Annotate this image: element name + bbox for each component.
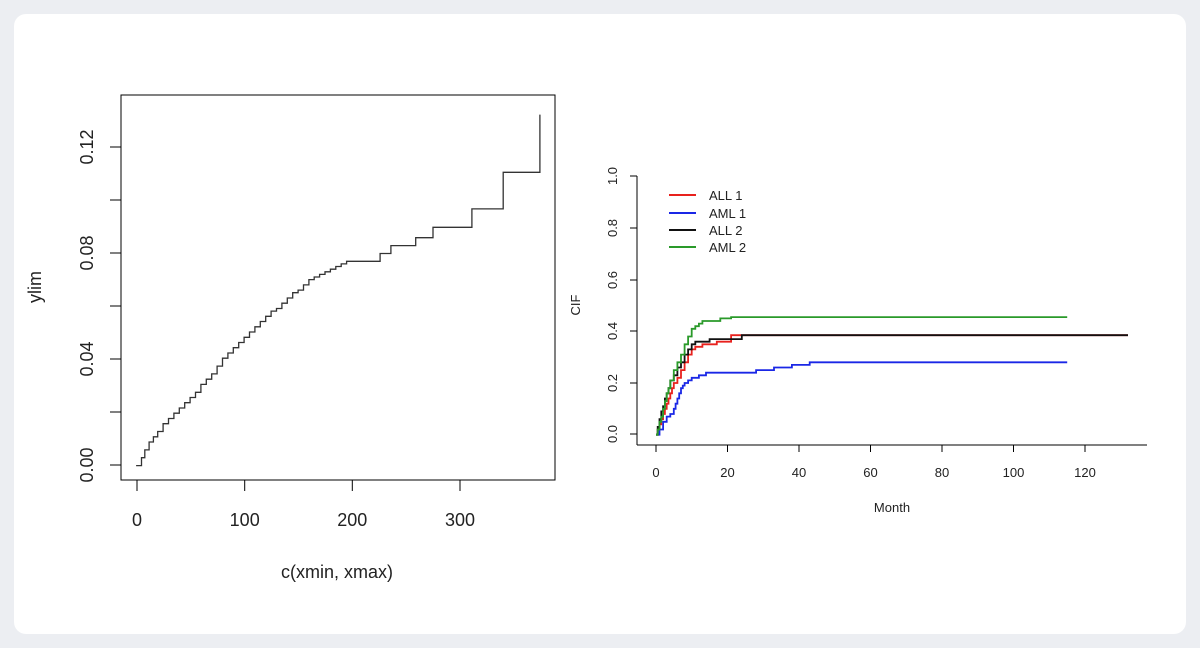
left-x-axis-label: c(xmin, xmax) bbox=[281, 562, 393, 582]
right-x-axis-label: Month bbox=[874, 500, 910, 515]
right-series-line-aml-2 bbox=[656, 316, 1068, 436]
right-plot-series bbox=[656, 316, 1128, 436]
right-y-tick-label: 0.8 bbox=[605, 219, 620, 237]
right-legend: ALL 1 AML 1 ALL 2 AML 2 bbox=[669, 188, 746, 255]
right-y-tick-label: 0.0 bbox=[605, 425, 620, 443]
right-x-tick-label: 100 bbox=[1003, 465, 1025, 480]
legend-label-aml-2: AML 2 bbox=[709, 240, 746, 255]
left-x-tick-label: 300 bbox=[445, 510, 475, 530]
right-y-tick-label: 0.6 bbox=[605, 271, 620, 289]
right-y-tick-label: 0.2 bbox=[605, 374, 620, 392]
right-x-tick-label: 60 bbox=[863, 465, 877, 480]
right-y-tick-label: 1.0 bbox=[605, 167, 620, 185]
left-x-tick-label: 200 bbox=[337, 510, 367, 530]
left-y-tick-label: 0.08 bbox=[77, 235, 97, 270]
right-series-line-all-2 bbox=[656, 334, 1128, 436]
right-x-tick-label: 120 bbox=[1074, 465, 1096, 480]
right-x-tick-label: 20 bbox=[720, 465, 734, 480]
right-y-axis-label: CIF bbox=[568, 294, 583, 315]
right-x-tick-label: 80 bbox=[935, 465, 949, 480]
right-y-tick-label: 0.4 bbox=[605, 322, 620, 340]
right-series-line-all-1 bbox=[656, 334, 1128, 436]
left-x-ticks bbox=[136, 480, 461, 491]
left-x-tick-label: 100 bbox=[230, 510, 260, 530]
left-plot: 0 100 200 300 0.00 0.04 0.08 0.12 c(xmin… bbox=[25, 94, 556, 582]
right-x-tick-label: 40 bbox=[792, 465, 806, 480]
left-plot-frame bbox=[120, 94, 556, 481]
figure-card bbox=[14, 14, 1186, 634]
right-plot: 0.0 0.2 0.4 0.6 0.8 1.0 0 20 40 60 80 10… bbox=[568, 167, 1147, 515]
legend-label-all-1: ALL 1 bbox=[709, 188, 743, 203]
right-series-line-aml-1 bbox=[656, 361, 1068, 436]
left-y-tick-label: 0.12 bbox=[77, 129, 97, 164]
left-y-tick-label: 0.04 bbox=[77, 341, 97, 376]
left-y-ticks bbox=[110, 146, 121, 466]
left-series-line-0 bbox=[136, 114, 541, 467]
left-y-axis-label: ylim bbox=[25, 271, 45, 303]
left-x-tick-label: 0 bbox=[132, 510, 142, 530]
right-x-tick-label: 0 bbox=[652, 465, 659, 480]
left-y-tick-label: 0.00 bbox=[77, 447, 97, 482]
legend-label-aml-1: AML 1 bbox=[709, 206, 746, 221]
legend-label-all-2: ALL 2 bbox=[709, 223, 743, 238]
left-plot-series bbox=[136, 114, 541, 467]
